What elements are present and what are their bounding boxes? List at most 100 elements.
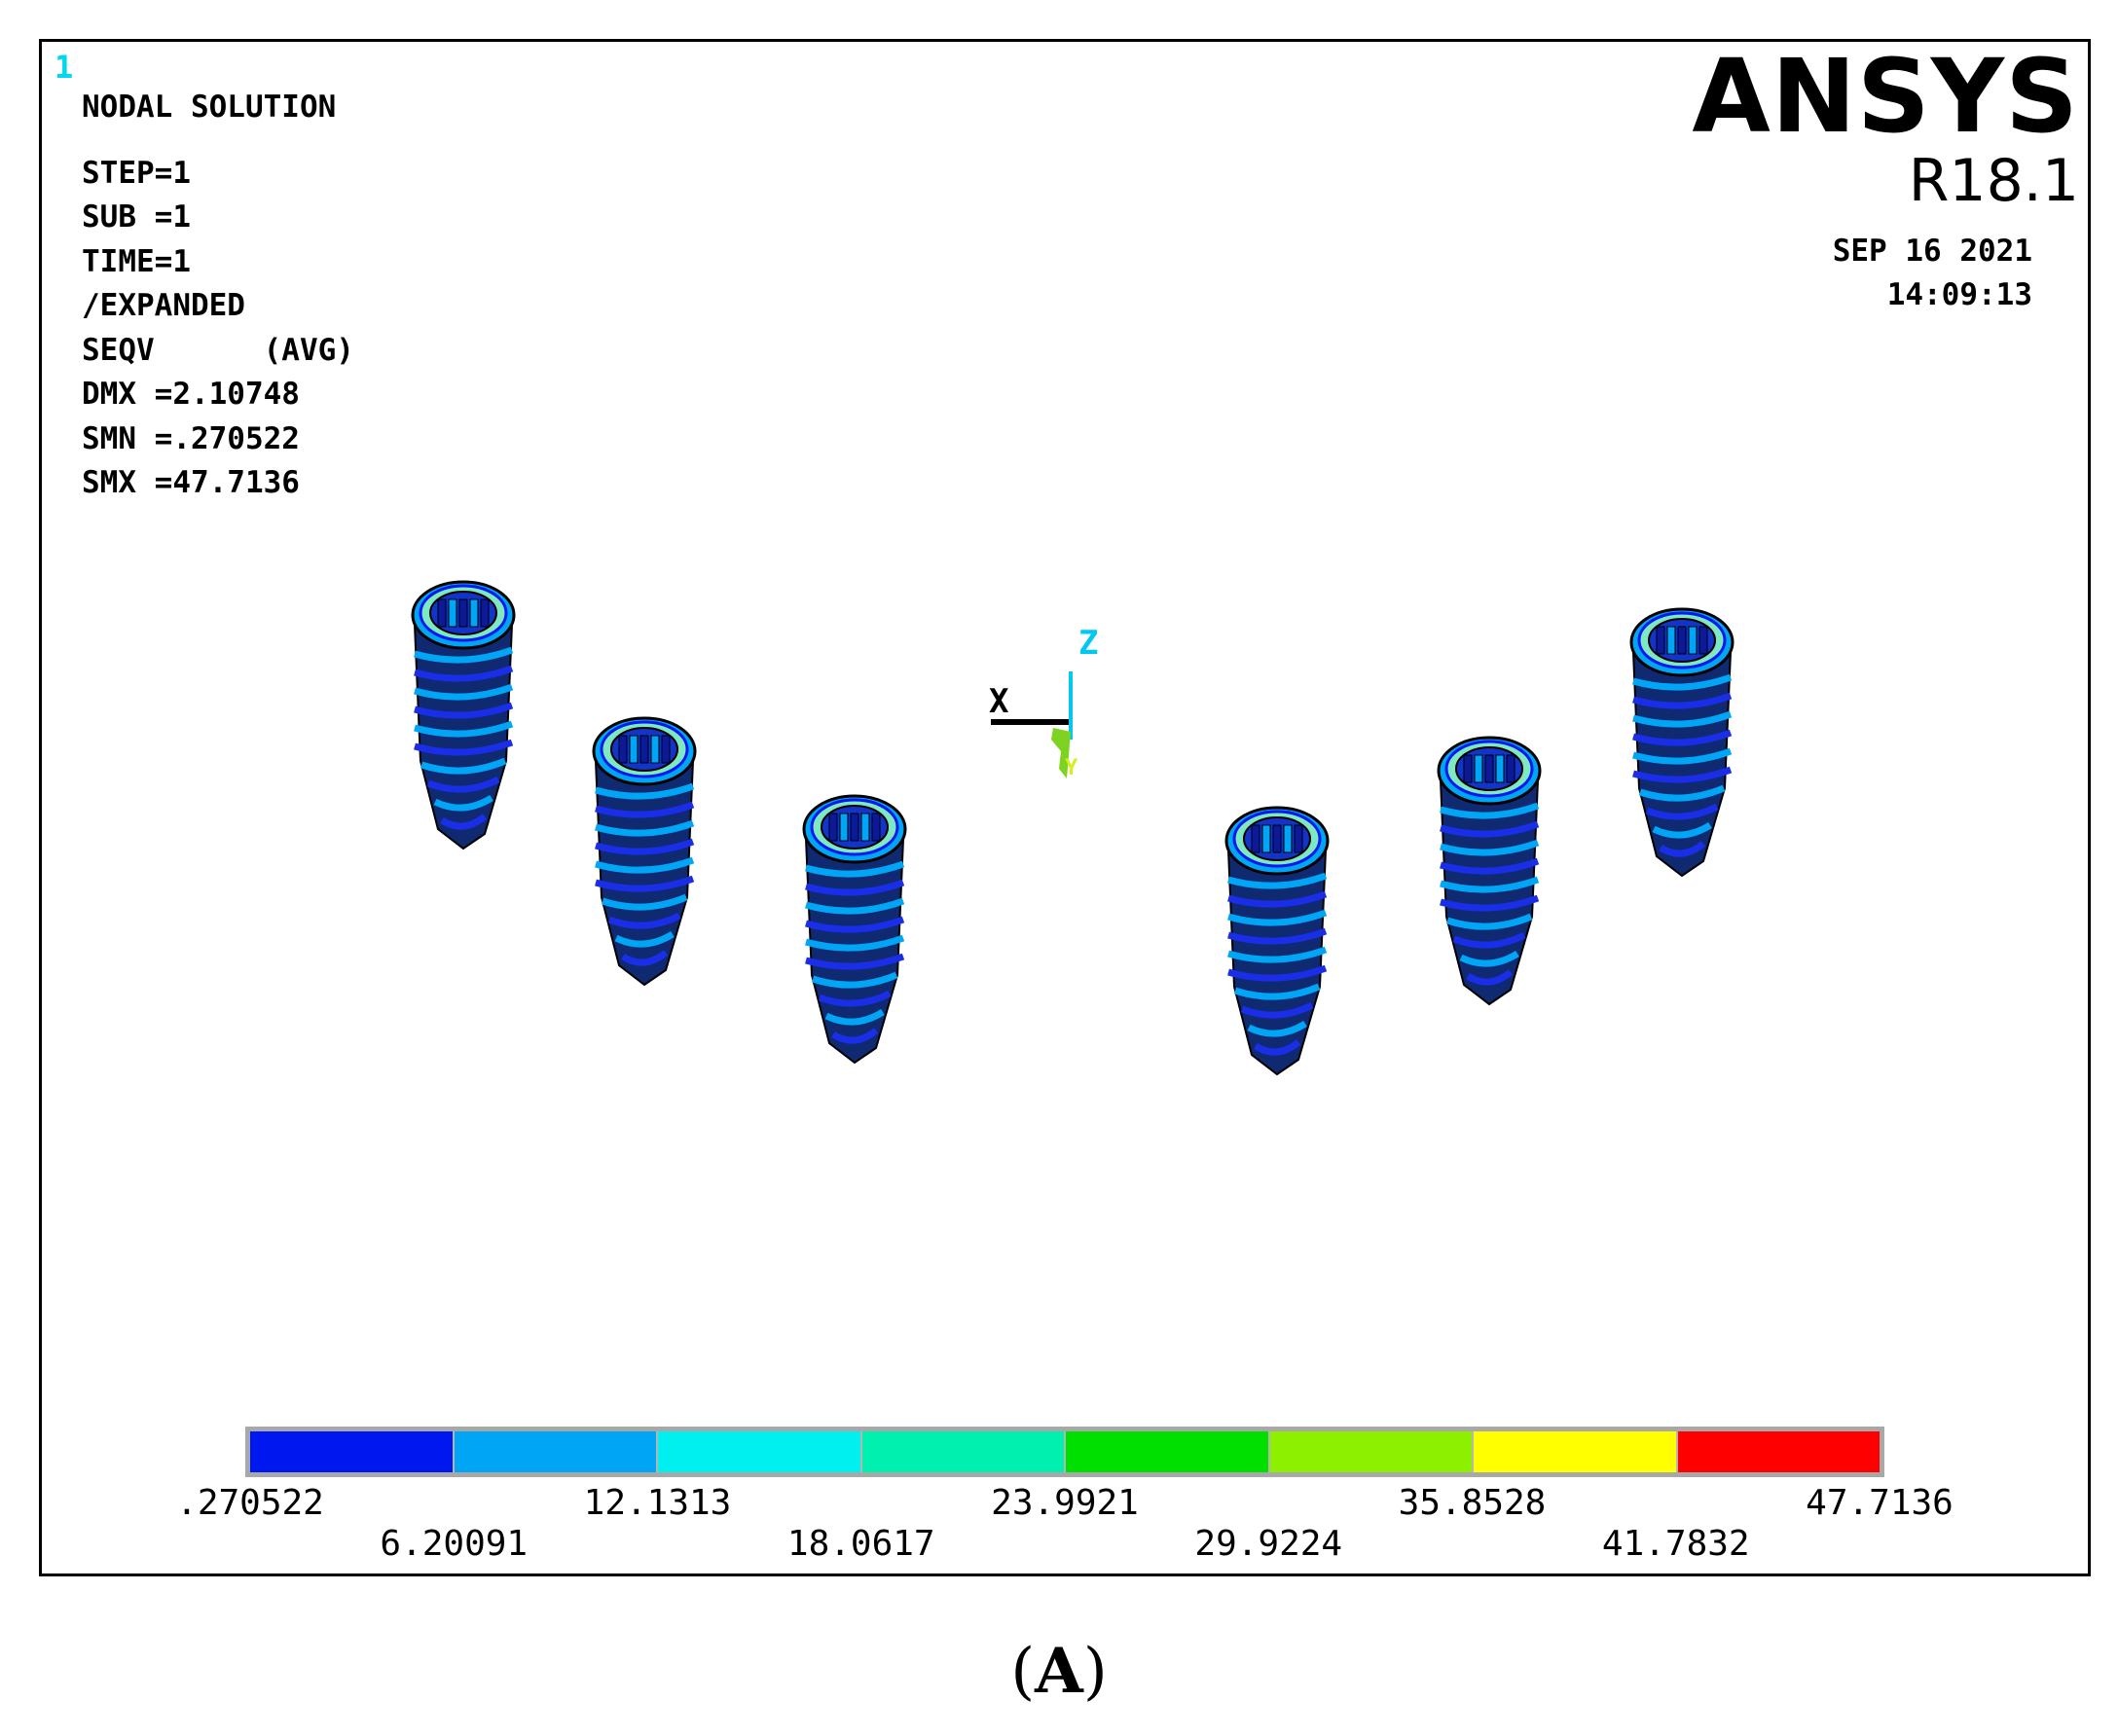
implant-lobe xyxy=(1677,626,1687,655)
implant-thread xyxy=(824,1008,885,1026)
implant-thread xyxy=(1227,946,1328,963)
stamp-time: 14:09:13 xyxy=(1886,277,2032,312)
legend-label-top: .270522 xyxy=(176,1483,324,1523)
figure-caption: (A) xyxy=(0,1635,2118,1708)
implant-thread xyxy=(805,916,905,933)
implant-lobe xyxy=(469,598,479,628)
ansys-logo: ANSYS R18.1 xyxy=(1692,43,2079,212)
implant-model[interactable] xyxy=(1437,736,1542,1006)
implant-thread xyxy=(414,683,514,701)
implant-thread xyxy=(1652,821,1712,839)
implant-thread xyxy=(595,782,695,800)
implant-lobe xyxy=(1656,626,1665,655)
implant-lobe xyxy=(437,598,447,628)
brand-version: R18.1 xyxy=(1908,147,2079,215)
implant-model[interactable] xyxy=(411,580,516,850)
implant-lobe xyxy=(1666,626,1676,655)
implant-model[interactable] xyxy=(592,716,697,987)
implant-thread xyxy=(1445,913,1533,930)
implant-thread xyxy=(1254,1039,1301,1056)
implant-thread xyxy=(1632,766,1733,783)
legend-swatch-1 xyxy=(250,1431,455,1472)
implant-thread xyxy=(1227,909,1328,926)
implant-thread xyxy=(595,801,695,818)
implant-thread xyxy=(831,1028,879,1044)
implant-thread xyxy=(1247,1020,1307,1037)
implant-thread xyxy=(1440,894,1540,912)
implant-thread xyxy=(805,934,905,952)
implant-thread xyxy=(805,897,905,915)
x-axis-label: X xyxy=(989,682,1009,721)
implant-lobe xyxy=(1698,626,1708,655)
implant-lobe xyxy=(1688,626,1698,655)
implants-layer xyxy=(411,580,1735,1076)
substep-value: SUB =1 xyxy=(82,199,191,235)
implant-lobe xyxy=(1484,754,1494,783)
date-time-stamp: SEP 16 2021 14:09:13 xyxy=(1833,230,2032,317)
implant-thread xyxy=(1452,931,1526,949)
implant-thread xyxy=(414,702,514,719)
implant-thread xyxy=(414,739,514,756)
implant-thread xyxy=(1632,673,1733,691)
legend-label-bottom: 29.9224 xyxy=(1194,1524,1343,1564)
implant-thread xyxy=(805,953,905,970)
legend-swatch-8 xyxy=(1677,1431,1880,1472)
implant-thread xyxy=(805,860,905,878)
implant-thread xyxy=(1632,692,1733,709)
implant-lobe xyxy=(1261,824,1271,853)
implant-thread xyxy=(1240,1001,1314,1019)
implant-thread xyxy=(1440,802,1540,819)
graphics-window xyxy=(39,39,2091,1576)
implant-thread xyxy=(440,814,488,830)
implant-thread xyxy=(805,879,905,896)
implant-lobe xyxy=(839,813,849,842)
smn-value: SMN =.270522 xyxy=(82,420,300,456)
implant-thread xyxy=(414,720,514,738)
implant-thread xyxy=(1227,872,1328,889)
implant-thread xyxy=(1632,747,1733,765)
legend-label-bottom: 18.0617 xyxy=(786,1524,935,1564)
time-value: TIME=1 xyxy=(82,243,191,279)
implant-lobe xyxy=(860,813,870,842)
window-number: 1 xyxy=(55,49,74,86)
caption-close: ) xyxy=(1082,1636,1108,1708)
implant-thread xyxy=(1466,969,1514,986)
implant-thread xyxy=(607,912,681,929)
implant-model[interactable] xyxy=(1629,607,1735,878)
dmx-value: DMX =2.10748 xyxy=(82,377,300,412)
implant-lobe xyxy=(1294,824,1303,853)
implant-thread xyxy=(595,856,695,874)
implant-thread xyxy=(414,646,514,664)
implant-thread xyxy=(1440,839,1540,856)
implant-model[interactable] xyxy=(1224,806,1330,1076)
implant-thread xyxy=(1645,803,1719,820)
implant-lobe xyxy=(828,813,838,842)
caption-letter: A xyxy=(1035,1635,1083,1708)
implant-lobe xyxy=(1495,754,1505,783)
implant-lobe xyxy=(661,735,671,764)
legend-label-top: 47.7136 xyxy=(1806,1483,1954,1523)
legend-swatch-6 xyxy=(1269,1431,1474,1472)
implant-thread xyxy=(621,950,669,966)
implant-lobe xyxy=(1463,754,1473,783)
implant-model[interactable] xyxy=(802,794,907,1065)
axis-triad: Z X Y xyxy=(989,624,1098,780)
y-axis-label: Y xyxy=(1065,756,1078,780)
legend-label-top: 23.9921 xyxy=(991,1483,1139,1523)
legend-swatch-3 xyxy=(658,1431,862,1472)
implant-lobe xyxy=(458,598,468,628)
implant-thread xyxy=(601,893,688,911)
result-item: SEQV (AVG) xyxy=(82,332,354,368)
implant-lobe xyxy=(1272,824,1282,853)
implant-thread xyxy=(614,930,675,948)
implant-thread xyxy=(818,990,892,1007)
stamp-date: SEP 16 2021 xyxy=(1832,234,2032,269)
implant-lobe xyxy=(1506,754,1515,783)
legend-label-top: 12.1313 xyxy=(583,1483,732,1523)
implant-lobe xyxy=(1251,824,1260,853)
implant-lobe xyxy=(1283,824,1293,853)
implant-thread xyxy=(1440,876,1540,893)
implant-thread xyxy=(420,757,507,775)
implant-thread xyxy=(1440,857,1540,875)
